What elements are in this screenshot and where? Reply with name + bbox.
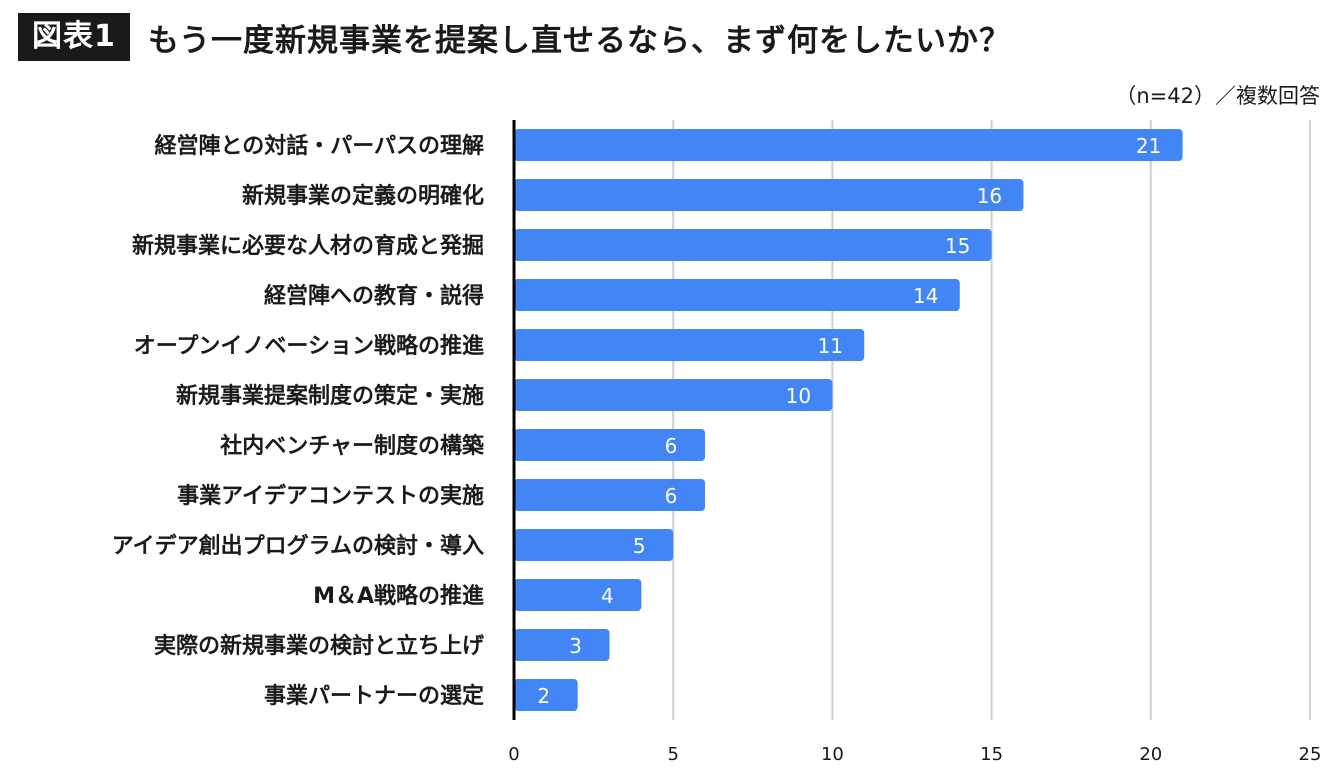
category-label: 経営陣との対話・パーパスの理解 (154, 133, 484, 159)
category-label: 事業パートナーの選定 (264, 683, 484, 709)
bar-value-label: 4 (601, 584, 614, 608)
bar-value-label: 2 (537, 684, 550, 708)
bar-value-label: 21 (1136, 134, 1161, 158)
category-label: M＆A戦略の推進 (313, 583, 484, 609)
x-tick-label: 5 (667, 744, 678, 765)
bar-value-label: 14 (913, 284, 938, 308)
bar-value-label: 6 (665, 484, 678, 508)
bar-value-label: 11 (818, 334, 843, 358)
category-label: 実際の新規事業の検討と立ち上げ (154, 633, 485, 659)
bar-value-label: 16 (977, 184, 1002, 208)
bar (514, 429, 706, 461)
sample-note: （n=42）／複数回答 (1115, 84, 1320, 108)
chart-title: もう一度新規事業を提案し直せるなら、まず何をしたいか？ (147, 22, 1011, 59)
bar (514, 629, 610, 661)
category-label: 新規事業提案制度の策定・実施 (176, 383, 484, 409)
category-label: 新規事業に必要な人材の育成と発掘 (132, 233, 484, 259)
bars: 21 16 15 14 11 10 6 6 5 4 3 2 (514, 129, 1183, 711)
x-tick-label: 25 (1299, 744, 1322, 765)
bar-value-label: 6 (665, 434, 678, 458)
category-label: オープンイノベーション戦略の推進 (134, 333, 484, 359)
bar-value-label: 3 (569, 634, 582, 658)
category-label: 経営陣への教育・説得 (264, 283, 484, 309)
x-tick-label: 15 (980, 744, 1003, 765)
category-label: アイデア創出プログラムの検討・導入 (112, 533, 484, 559)
x-axis-ticks: 0 5 10 15 20 25 (508, 744, 1321, 765)
bar (514, 529, 674, 561)
bar-value-label: 10 (786, 384, 811, 408)
bar (514, 229, 992, 261)
category-labels: 経営陣との対話・パーパスの理解新規事業の定義の明確化新規事業に必要な人材の育成と… (112, 133, 485, 709)
bar (514, 679, 578, 711)
figure-badge: 図表1 (18, 13, 130, 61)
chart-header: 図表1 もう一度新規事業を提案し直せるなら、まず何をしたいか？ (18, 10, 1011, 64)
bar (514, 129, 1183, 161)
grid-lines (672, 120, 1311, 720)
x-tick-label: 20 (1139, 744, 1162, 765)
bar (514, 279, 960, 311)
bar (514, 579, 642, 611)
bar (514, 329, 865, 361)
bar (514, 479, 706, 511)
bar-value-label: 15 (945, 234, 970, 258)
category-label: 事業アイデアコンテストの実施 (177, 483, 484, 509)
bar-value-label: 5 (633, 534, 646, 558)
bar (514, 379, 833, 411)
category-label: 社内ベンチャー制度の構築 (220, 433, 485, 459)
bar (514, 179, 1024, 211)
x-tick-label: 0 (508, 744, 519, 765)
category-label: 新規事業の定義の明確化 (242, 183, 484, 209)
x-tick-label: 10 (821, 744, 844, 765)
